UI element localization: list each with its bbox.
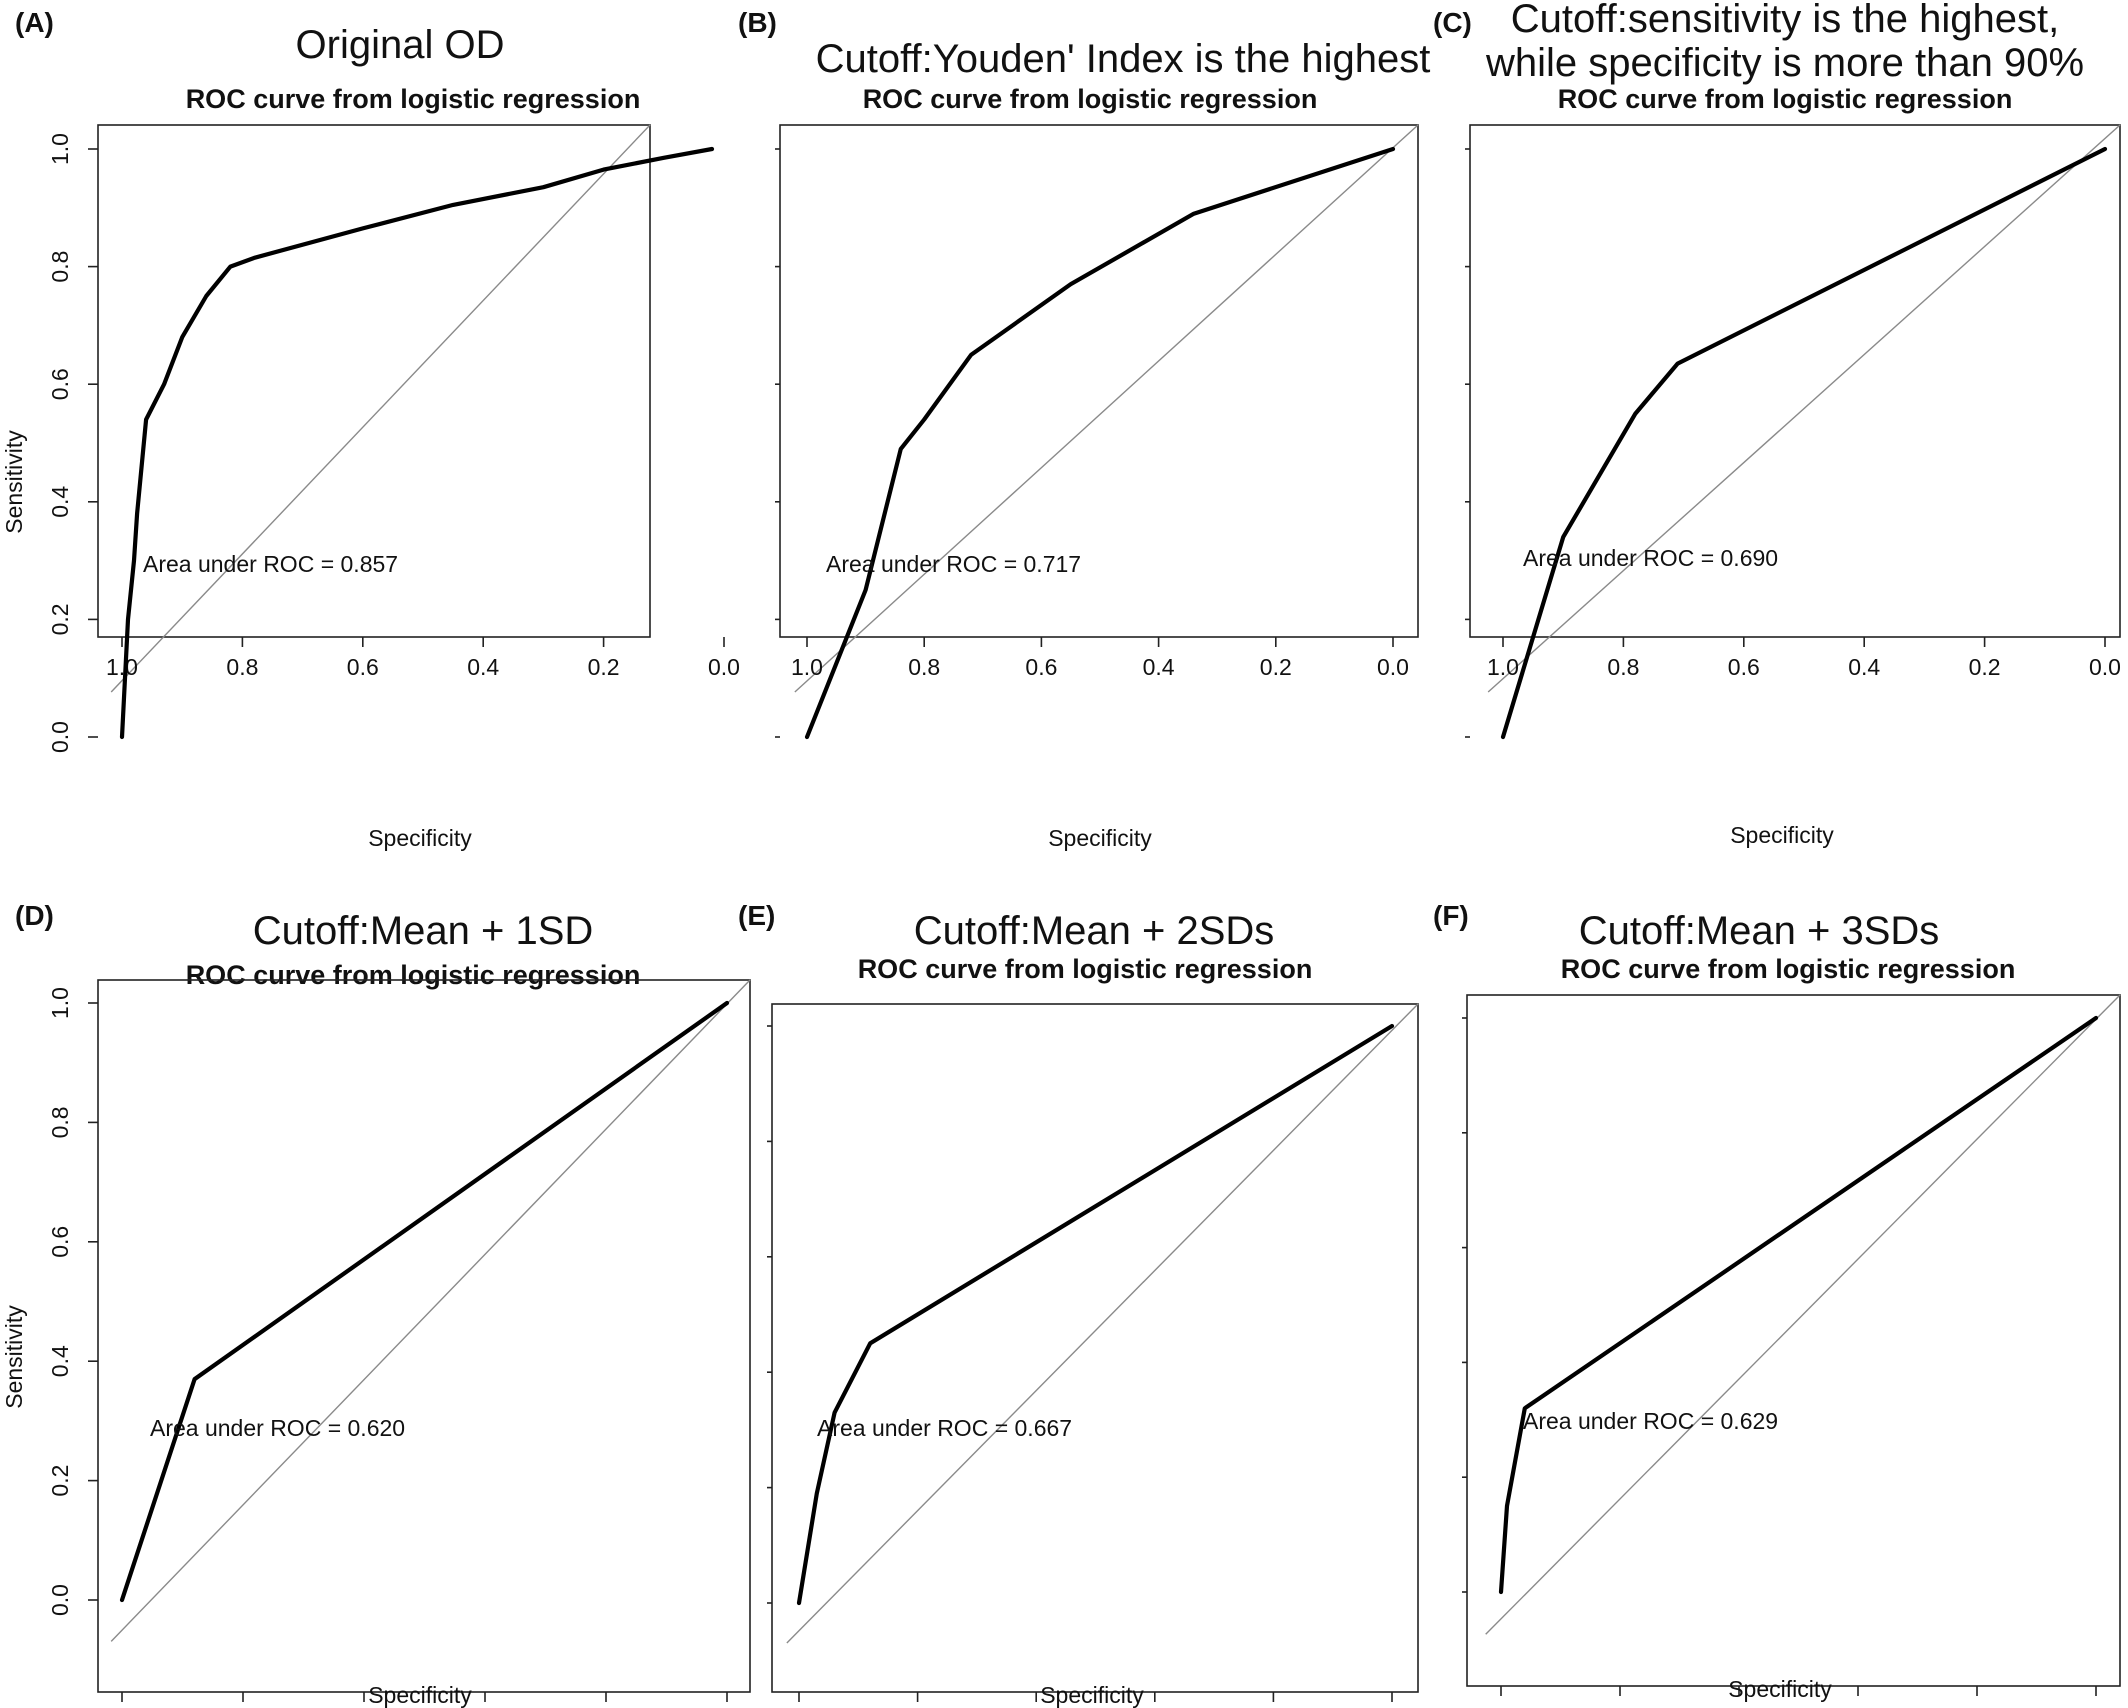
reference-diagonal [786, 1003, 1419, 1644]
plot-frame [771, 1003, 1419, 1693]
y-axis-label: Sensitivity [1, 430, 27, 534]
x-tick-label: 0.4 [1842, 1703, 1874, 1708]
panel-heading: Cutoff:Mean + 3SDs [1579, 909, 1940, 953]
y-tick-label: 0.6 [47, 1226, 73, 1258]
panel-heading: Cutoff:Mean + 2SDs [914, 909, 1275, 953]
x-tick-label: 1.0 [791, 654, 823, 680]
y-tick-label: 0.0 [47, 721, 73, 753]
panel-letter: (D) [15, 900, 54, 931]
x-tick-label: 0.0 [1377, 654, 1409, 680]
x-axis-label: Specificity [368, 1682, 472, 1708]
reference-diagonal [110, 124, 651, 693]
plot-title: ROC curve from logistic regression [858, 954, 1313, 984]
y-tick-label: 1.0 [47, 133, 73, 165]
x-tick-label: 1.0 [106, 654, 138, 680]
roc-curve [119, 146, 715, 740]
plot-title: ROC curve from logistic regression [186, 84, 641, 114]
y-tick-label: 1.0 [47, 987, 73, 1019]
x-axis-label: Specificity [1040, 1682, 1144, 1708]
panel-d: (D) Cutoff:Mean + 1SD ROC curve from logis… [1, 900, 751, 1708]
x-axis-label: Specificity [1730, 822, 1834, 848]
x-tick-label: 0.8 [1607, 654, 1639, 680]
panel-letter: (C) [1433, 7, 1472, 38]
x-tick-label: 0.2 [1969, 654, 2001, 680]
plot-title: ROC curve from logistic regression [863, 84, 1318, 114]
plot-frame [1466, 994, 2121, 1687]
x-tick-label: 0.8 [226, 654, 258, 680]
plot-title: ROC curve from logistic regression [1558, 84, 2013, 114]
panel-b: (B) Cutoff:Youden' Index is the highestRO… [738, 7, 1430, 851]
panel-heading: Cutoff:Mean + 1SD [253, 909, 594, 953]
panel-c: (C) Cutoff:sensitivity is the highest, whi… [1433, 0, 2121, 848]
x-tick-label: 0.0 [2080, 1703, 2112, 1708]
auc-annotation: Area under ROC = 0.620 [150, 1415, 405, 1441]
panel-letter: (E) [738, 900, 775, 931]
y-tick-label: 0.4 [47, 486, 73, 518]
x-tick-label: 0.6 [1728, 654, 1760, 680]
roc-curve [119, 1000, 730, 1603]
panel-a: (A) Original OD ROC curve from logistic re… [1, 7, 740, 851]
reference-diagonal [794, 124, 1419, 693]
panel-heading: Cutoff:sensitivity is the highest, while … [1485, 0, 2084, 85]
plot-frame [97, 124, 651, 638]
reference-diagonal [1485, 994, 2121, 1635]
roc-curve [804, 146, 1396, 740]
plot-frame [779, 124, 1419, 638]
x-axis-label: Specificity [368, 825, 472, 851]
y-tick-label: 0.2 [47, 1465, 73, 1497]
y-tick-label: 0.6 [47, 368, 73, 400]
y-tick-label: 0.8 [47, 1106, 73, 1138]
roc-curve [796, 1023, 1395, 1606]
panel-letter: (F) [1433, 900, 1469, 931]
panel-letter: (B) [738, 7, 777, 38]
plot-title: ROC curve from logistic regression [186, 960, 641, 990]
roc-curve [1498, 1015, 2099, 1595]
x-tick-label: 0.8 [1604, 1703, 1636, 1708]
auc-annotation: Area under ROC = 0.690 [1523, 545, 1778, 571]
plot-frame [1469, 124, 2121, 638]
x-tick-label: 0.4 [1848, 654, 1880, 680]
plot-frame [97, 979, 751, 1693]
x-tick-label: 0.6 [1025, 654, 1057, 680]
y-tick-label: 0.0 [47, 1584, 73, 1616]
auc-annotation: Area under ROC = 0.717 [826, 551, 1081, 577]
x-tick-label: 0.2 [588, 654, 620, 680]
x-tick-label: 0.0 [2089, 654, 2121, 680]
x-tick-label: 0.4 [467, 654, 499, 680]
panel-heading: Cutoff:Youden' Index is the highest [816, 37, 1431, 81]
y-axis-label: Sensitivity [1, 1305, 27, 1409]
x-axis-label: Specificity [1048, 825, 1152, 851]
reference-diagonal [110, 979, 751, 1642]
y-tick-label: 0.4 [47, 1345, 73, 1377]
x-tick-label: 1.0 [1485, 1703, 1517, 1708]
panel-letter: (A) [15, 7, 54, 38]
x-tick-label: 1.0 [1487, 654, 1519, 680]
y-tick-label: 0.2 [47, 603, 73, 635]
plot-title: ROC curve from logistic regression [1561, 954, 2016, 984]
auc-annotation: Area under ROC = 0.629 [1523, 1408, 1778, 1434]
x-tick-label: 0.4 [1143, 654, 1175, 680]
auc-annotation: Area under ROC = 0.667 [817, 1415, 1072, 1441]
x-axis-label: Specificity [1728, 1676, 1832, 1702]
x-tick-label: 0.0 [708, 654, 740, 680]
x-tick-label: 0.6 [1723, 1703, 1755, 1708]
x-tick-label: 0.2 [1961, 1703, 1993, 1708]
x-tick-label: 0.8 [908, 654, 940, 680]
x-tick-label: 0.2 [1260, 654, 1292, 680]
reference-diagonal [1487, 124, 2121, 693]
roc-curve [1500, 146, 2108, 740]
y-tick-label: 0.8 [47, 251, 73, 283]
auc-annotation: Area under ROC = 0.857 [143, 551, 398, 577]
panel-heading: Original OD [296, 23, 505, 67]
x-tick-label: 0.6 [347, 654, 379, 680]
